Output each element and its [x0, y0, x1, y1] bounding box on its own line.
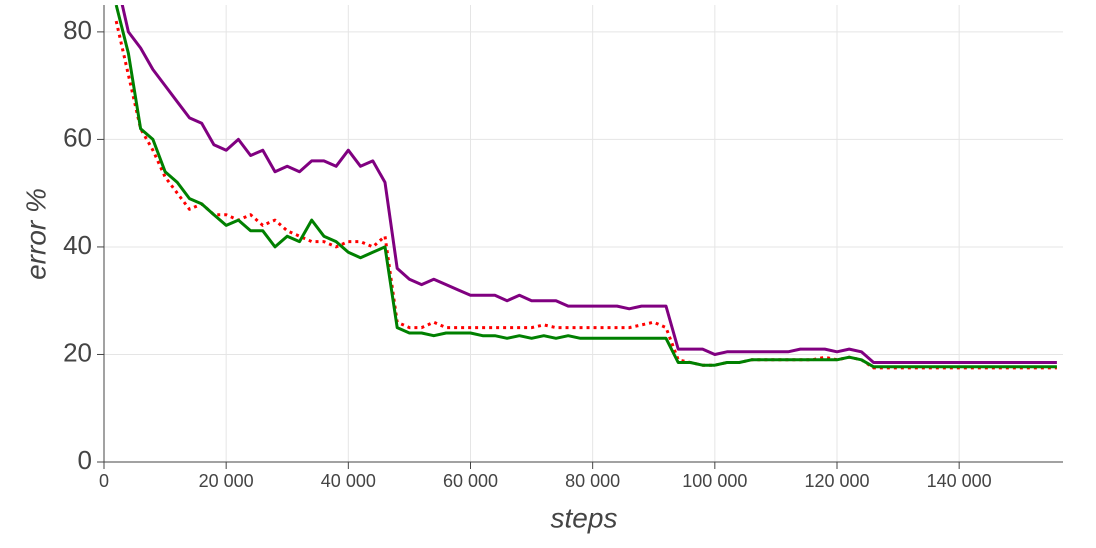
y-axis-label: error %	[20, 188, 51, 280]
x-tick-label: 40 000	[321, 471, 376, 491]
y-tick-label: 0	[78, 445, 92, 475]
x-tick-label: 80 000	[565, 471, 620, 491]
x-tick-label: 60 000	[443, 471, 498, 491]
plot-area	[114, 5, 1057, 370]
x-tick-label: 140 000	[927, 471, 992, 491]
y-tick-label: 60	[63, 122, 92, 152]
series-line	[114, 20, 1057, 370]
series-line	[120, 5, 1057, 364]
x-tick-label: 100 000	[682, 471, 747, 491]
y-tick-label: 20	[63, 337, 92, 367]
x-tick-label: 20 000	[199, 471, 254, 491]
series-line	[114, 5, 1057, 369]
grid	[103, 5, 1063, 463]
x-axis-label: steps	[551, 502, 618, 533]
y-tick-label: 40	[63, 230, 92, 260]
x-tick-label: 0	[99, 471, 109, 491]
axes: 0 20 40 60 80 0 20 000 40 000 60 000 80 000 100 00…	[63, 5, 1063, 491]
y-tick-label: 80	[63, 15, 92, 45]
x-tick-label: 120 000	[804, 471, 869, 491]
